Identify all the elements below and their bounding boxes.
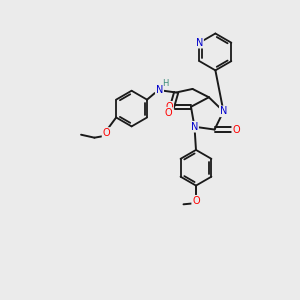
Text: N: N xyxy=(156,85,163,94)
Text: O: O xyxy=(166,102,173,112)
Text: O: O xyxy=(232,124,240,135)
Text: O: O xyxy=(103,128,110,138)
Text: O: O xyxy=(192,196,200,206)
Text: N: N xyxy=(196,38,203,48)
Text: H: H xyxy=(162,79,169,88)
Text: N: N xyxy=(220,106,227,116)
Text: N: N xyxy=(191,122,198,132)
Text: O: O xyxy=(164,108,172,118)
